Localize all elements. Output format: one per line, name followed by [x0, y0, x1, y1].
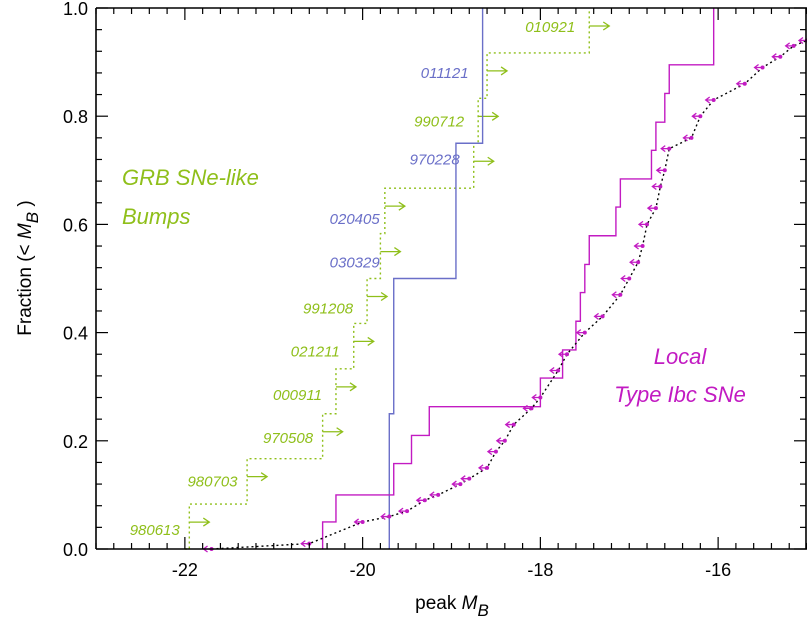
series-layer	[184, 8, 807, 553]
axis-titles: peak MB Fraction (< MB )	[15, 200, 489, 620]
series-0-label-6: 990712	[414, 114, 465, 131]
y-tick-label-3: 0.6	[63, 215, 88, 235]
series-labels: 980613 980703 970508 000911 021211 991208 9907…	[130, 19, 576, 539]
series-3-limit-arrow-32	[753, 63, 763, 72]
series-0-limit-arrow-3	[335, 382, 358, 392]
series-0-label-2: 970508	[263, 430, 314, 447]
series-3-limit-arrow-17	[575, 329, 585, 337]
series-0-limit-arrow-6	[380, 247, 402, 257]
series-2-line	[321, 8, 715, 549]
x-axis-title: peak MB	[415, 593, 489, 620]
series-0-limit-arrow-4	[353, 336, 375, 346]
x-tick-label-1: -20	[350, 560, 376, 580]
series-3-limit-arrow-15	[549, 366, 559, 374]
series-3-limit-arrow-1	[300, 540, 310, 548]
series-3-limit-arrow-2	[353, 518, 363, 526]
series-3-limit-arrow-25	[651, 183, 661, 191]
series-3-limit-arrow-21	[629, 258, 639, 266]
series-3-limit-arrow-12	[504, 421, 514, 429]
series-1-label-2: 020405	[330, 211, 381, 228]
series-3-limit-arrow-13	[522, 404, 532, 412]
series-3-limit-arrow-30	[704, 96, 714, 104]
series-3-limit-arrow-19	[611, 291, 621, 299]
x-tick-label-0: -22	[172, 560, 198, 580]
series-3-limit-arrow-31	[735, 80, 745, 88]
series-0-limit-arrow-9	[478, 111, 500, 121]
series-0-limit-arrow-0	[189, 517, 211, 527]
series-0-label-7: 010921	[525, 19, 575, 36]
axes	[95, 7, 807, 550]
series-0-limit-arrow-2	[322, 427, 344, 437]
x-tick-label-3: -16	[705, 560, 731, 580]
series-3-limit-arrow-27	[660, 145, 670, 153]
series-3-limit-arrow-5	[415, 496, 425, 504]
series-0-label-0: 980613	[130, 522, 181, 539]
series-3-limit-arrow-7	[451, 480, 461, 488]
series-3-limit-arrow-23	[637, 220, 648, 228]
y-axis-title: Fraction (< MB )	[15, 200, 42, 335]
series-0-limit-arrow-11	[589, 21, 611, 31]
annotation-1: Bumps	[122, 204, 190, 229]
series-1-label-3: 030329	[330, 254, 381, 271]
series-3-limit-arrow-24	[646, 204, 656, 212]
series-0-limit-arrow-10	[487, 66, 509, 76]
series-3-limit-arrow-9	[477, 464, 488, 472]
series-0-limit-arrow-5	[367, 291, 389, 302]
series-3-limit-arrow-20	[620, 274, 630, 283]
series-3-limit-arrow-3	[380, 513, 390, 521]
series-0-label-4: 021211	[291, 344, 340, 361]
y-tick-label-1: 0.2	[63, 432, 88, 452]
series-3-limit-arrow-18	[593, 312, 603, 320]
annotation-3: Type Ibc SNe	[614, 382, 746, 407]
y-tick-label-4: 0.8	[63, 107, 88, 127]
series-0-limit-arrow-7	[384, 201, 407, 211]
series-3-limit-arrow-29	[691, 112, 701, 120]
series-3-limit-arrow-28	[682, 134, 692, 142]
annotation-0: GRB SNe-like	[122, 165, 259, 190]
series-3-limit-arrow-34	[784, 42, 794, 50]
series-3-limit-arrow-6	[429, 491, 439, 499]
series-3-limit-arrow-11	[495, 437, 505, 445]
series-3-limit-arrow-8	[460, 475, 470, 483]
series-0-limit-arrow-1	[247, 472, 269, 482]
tick-labels: -22 -20 -18 -16 0.0 0.2 0.4 0.6 0.8 1.0	[63, 0, 731, 580]
series-1-label-1: 970228	[410, 151, 461, 168]
series-1-line	[388, 8, 484, 549]
series-3-limit-arrow-22	[633, 242, 643, 250]
y-tick-label-0: 0.0	[63, 540, 88, 560]
x-tick-label-2: -18	[527, 560, 553, 580]
series-0-label-5: 991208	[303, 300, 354, 317]
y-tick-label-5: 1.0	[63, 0, 88, 19]
series-3-limit-arrow-4	[397, 507, 408, 515]
series-3-limit-arrow-16	[557, 350, 568, 358]
series-0-label-1: 980703	[187, 473, 238, 490]
series-3-limit-arrow-10	[486, 448, 496, 456]
series-3-limit-arrow-26	[655, 166, 665, 174]
series-1-label-0: 011121	[421, 65, 469, 82]
annotations: GRB SNe-like Bumps Local Type Ibc SNe	[122, 165, 746, 407]
series-0-limit-arrow-8	[473, 156, 495, 166]
series-0-label-3: 000911	[273, 387, 322, 404]
series-3-limit-arrow-33	[771, 53, 781, 61]
series-3-limit-arrow-14	[531, 394, 541, 402]
y-tick-label-2: 0.4	[63, 324, 88, 344]
annotation-2: Local	[654, 344, 708, 369]
